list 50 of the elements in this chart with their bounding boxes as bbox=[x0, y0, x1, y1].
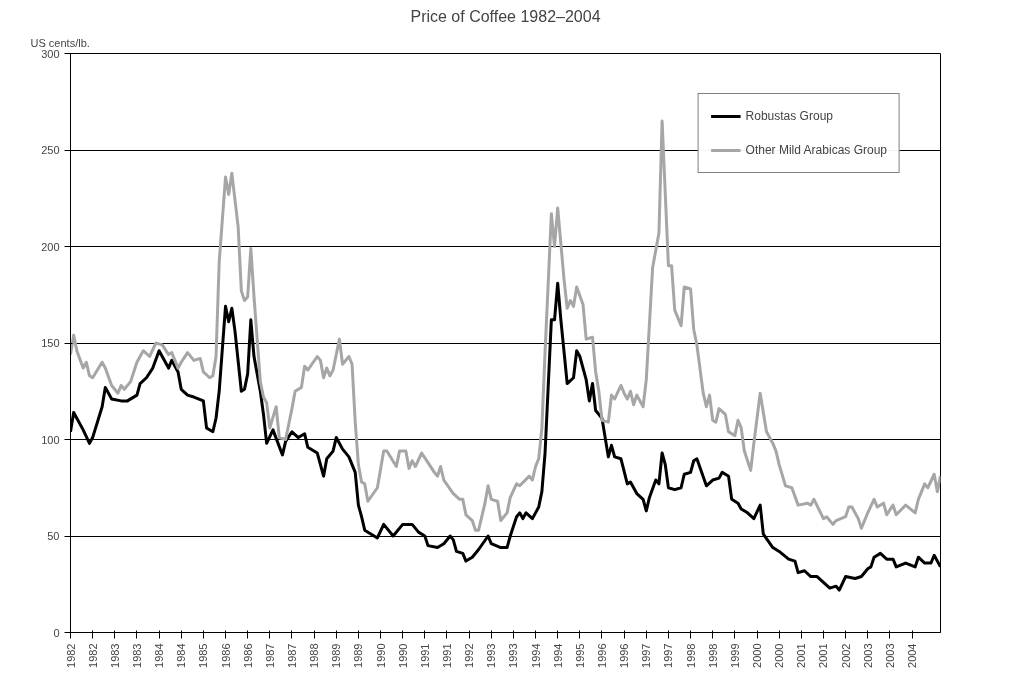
x-tick-label: 1989 bbox=[330, 643, 343, 668]
x-tick-label: 2001 bbox=[795, 643, 808, 668]
x-tick-label: 1992 bbox=[463, 643, 476, 668]
x-tick-label: 1986 bbox=[219, 643, 232, 668]
x-tick-label: 1985 bbox=[197, 643, 210, 668]
x-tick-label: 2004 bbox=[906, 643, 919, 668]
x-tick-label: 1999 bbox=[728, 643, 741, 668]
x-tick-label: 1990 bbox=[374, 643, 387, 668]
x-tick-label: 1988 bbox=[308, 643, 321, 668]
y-tick-label: 100 bbox=[41, 433, 60, 446]
x-tick-label: 1991 bbox=[440, 643, 453, 668]
x-tick-label: 2001 bbox=[817, 643, 830, 668]
x-tick-label: 1997 bbox=[662, 643, 675, 668]
x-tick-label: 1995 bbox=[573, 643, 586, 668]
legend-label: Other Mild Arabicas Group bbox=[745, 143, 887, 157]
y-tick-label: 50 bbox=[47, 530, 60, 542]
y-axis-title: US cents/lb. bbox=[30, 36, 90, 49]
y-tick-label: 150 bbox=[41, 337, 60, 349]
x-tick-label: 1982 bbox=[86, 643, 99, 668]
x-tick-label: 1987 bbox=[263, 643, 276, 668]
x-tick-label: 1993 bbox=[485, 643, 498, 668]
x-tick-label: 1996 bbox=[595, 643, 608, 668]
x-tick-label: 1983 bbox=[130, 643, 143, 668]
x-tick-label: 1983 bbox=[108, 643, 121, 668]
x-tick-label: 2002 bbox=[839, 643, 852, 668]
x-tick-label: 1991 bbox=[418, 643, 431, 668]
y-tick-label: 250 bbox=[41, 144, 60, 156]
x-tick-label: 1984 bbox=[175, 643, 188, 668]
x-tick-label: 1989 bbox=[352, 643, 365, 668]
x-tick-label: 1987 bbox=[285, 643, 298, 668]
x-tick-label: 1994 bbox=[529, 643, 542, 668]
x-tick-label: 1997 bbox=[640, 643, 653, 668]
x-tick-label: 1982 bbox=[64, 643, 77, 668]
x-tick-label: 2003 bbox=[861, 643, 874, 668]
x-tick-label: 2003 bbox=[883, 643, 896, 668]
x-tick-label: 1984 bbox=[153, 643, 166, 668]
x-tick-label: 1993 bbox=[507, 643, 520, 668]
y-tick-label: 0 bbox=[53, 626, 60, 639]
y-tick-label: 300 bbox=[41, 47, 60, 60]
x-tick-label: 1998 bbox=[706, 643, 719, 668]
x-tick-label: 1998 bbox=[684, 643, 697, 668]
x-tick-label: 1986 bbox=[241, 643, 254, 668]
x-tick-label: 2000 bbox=[773, 643, 786, 668]
x-tick-label: 1996 bbox=[618, 643, 631, 668]
legend-label: Robustas Group bbox=[745, 109, 833, 123]
chart-title: Price of Coffee 1982–2004 bbox=[410, 7, 601, 25]
x-tick-label: 1994 bbox=[551, 643, 564, 668]
x-tick-label: 1990 bbox=[396, 643, 409, 668]
x-tick-label: 2000 bbox=[751, 643, 764, 668]
y-tick-label: 200 bbox=[41, 240, 60, 253]
